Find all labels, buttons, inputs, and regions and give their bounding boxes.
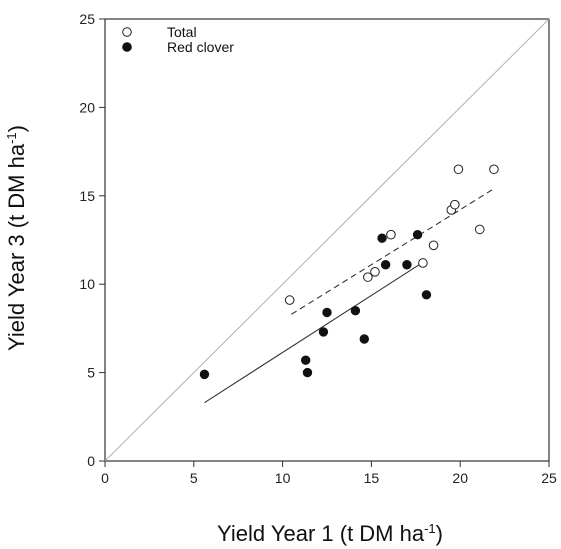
y-tick-label: 0: [87, 453, 95, 469]
point-red-clover: [421, 290, 432, 300]
data-points-layer: [199, 164, 499, 380]
point-red-clover: [359, 334, 369, 344]
point-total: [474, 224, 485, 235]
point-red-clover: [402, 260, 412, 270]
fit-line-total: [291, 188, 495, 315]
point-total: [428, 240, 439, 251]
legend-label-total: Total: [167, 24, 197, 40]
x-tick-label: 0: [101, 470, 109, 486]
point-red-clover: [199, 369, 210, 380]
x-tick-label: 20: [452, 470, 468, 486]
plot-frame: [104, 18, 550, 462]
point-red-clover: [380, 260, 391, 270]
x-tick-label: 15: [364, 470, 380, 486]
point-total: [450, 199, 460, 210]
y-tick-label: 5: [87, 365, 95, 381]
point-total: [386, 229, 396, 240]
fit-line-red-clover: [204, 260, 425, 404]
point-total: [284, 295, 295, 305]
x-tick-label: 25: [541, 470, 557, 486]
y-axis-label: Yield Year 3 (t DM ha-1): [4, 125, 29, 351]
x-tick-label: 10: [275, 470, 291, 486]
point-red-clover: [412, 229, 423, 240]
point-red-clover: [302, 367, 313, 378]
legend-label-red-clover: Red clover: [167, 39, 234, 55]
point-total: [370, 267, 380, 277]
x-tick-label: 5: [190, 470, 198, 486]
point-red-clover: [350, 306, 361, 316]
y-tick-label: 25: [79, 11, 95, 27]
legend-marker-total: [122, 27, 132, 37]
point-total: [453, 164, 464, 175]
plot-border: [104, 18, 550, 462]
fit-lines-layer: [204, 188, 495, 404]
point-red-clover: [377, 233, 387, 243]
x-axis-label: Yield Year 1 (t DM ha-1): [217, 521, 443, 546]
y-tick-label: 20: [79, 99, 95, 115]
point-total: [363, 272, 373, 282]
point-total: [489, 164, 499, 175]
y-tick-label: 15: [79, 188, 95, 204]
point-total: [418, 258, 428, 268]
point-red-clover: [300, 355, 311, 365]
y-tick-label: 10: [79, 276, 95, 292]
one-to-one-line: [104, 18, 550, 462]
point-red-clover: [322, 307, 332, 318]
point-red-clover: [318, 327, 329, 337]
tick-layer: 0 5 10 15 20 25 0 5 10 15 20 25: [79, 11, 557, 486]
legend-marker-red-clover: [122, 42, 132, 52]
reference-line-layer: [104, 18, 550, 462]
